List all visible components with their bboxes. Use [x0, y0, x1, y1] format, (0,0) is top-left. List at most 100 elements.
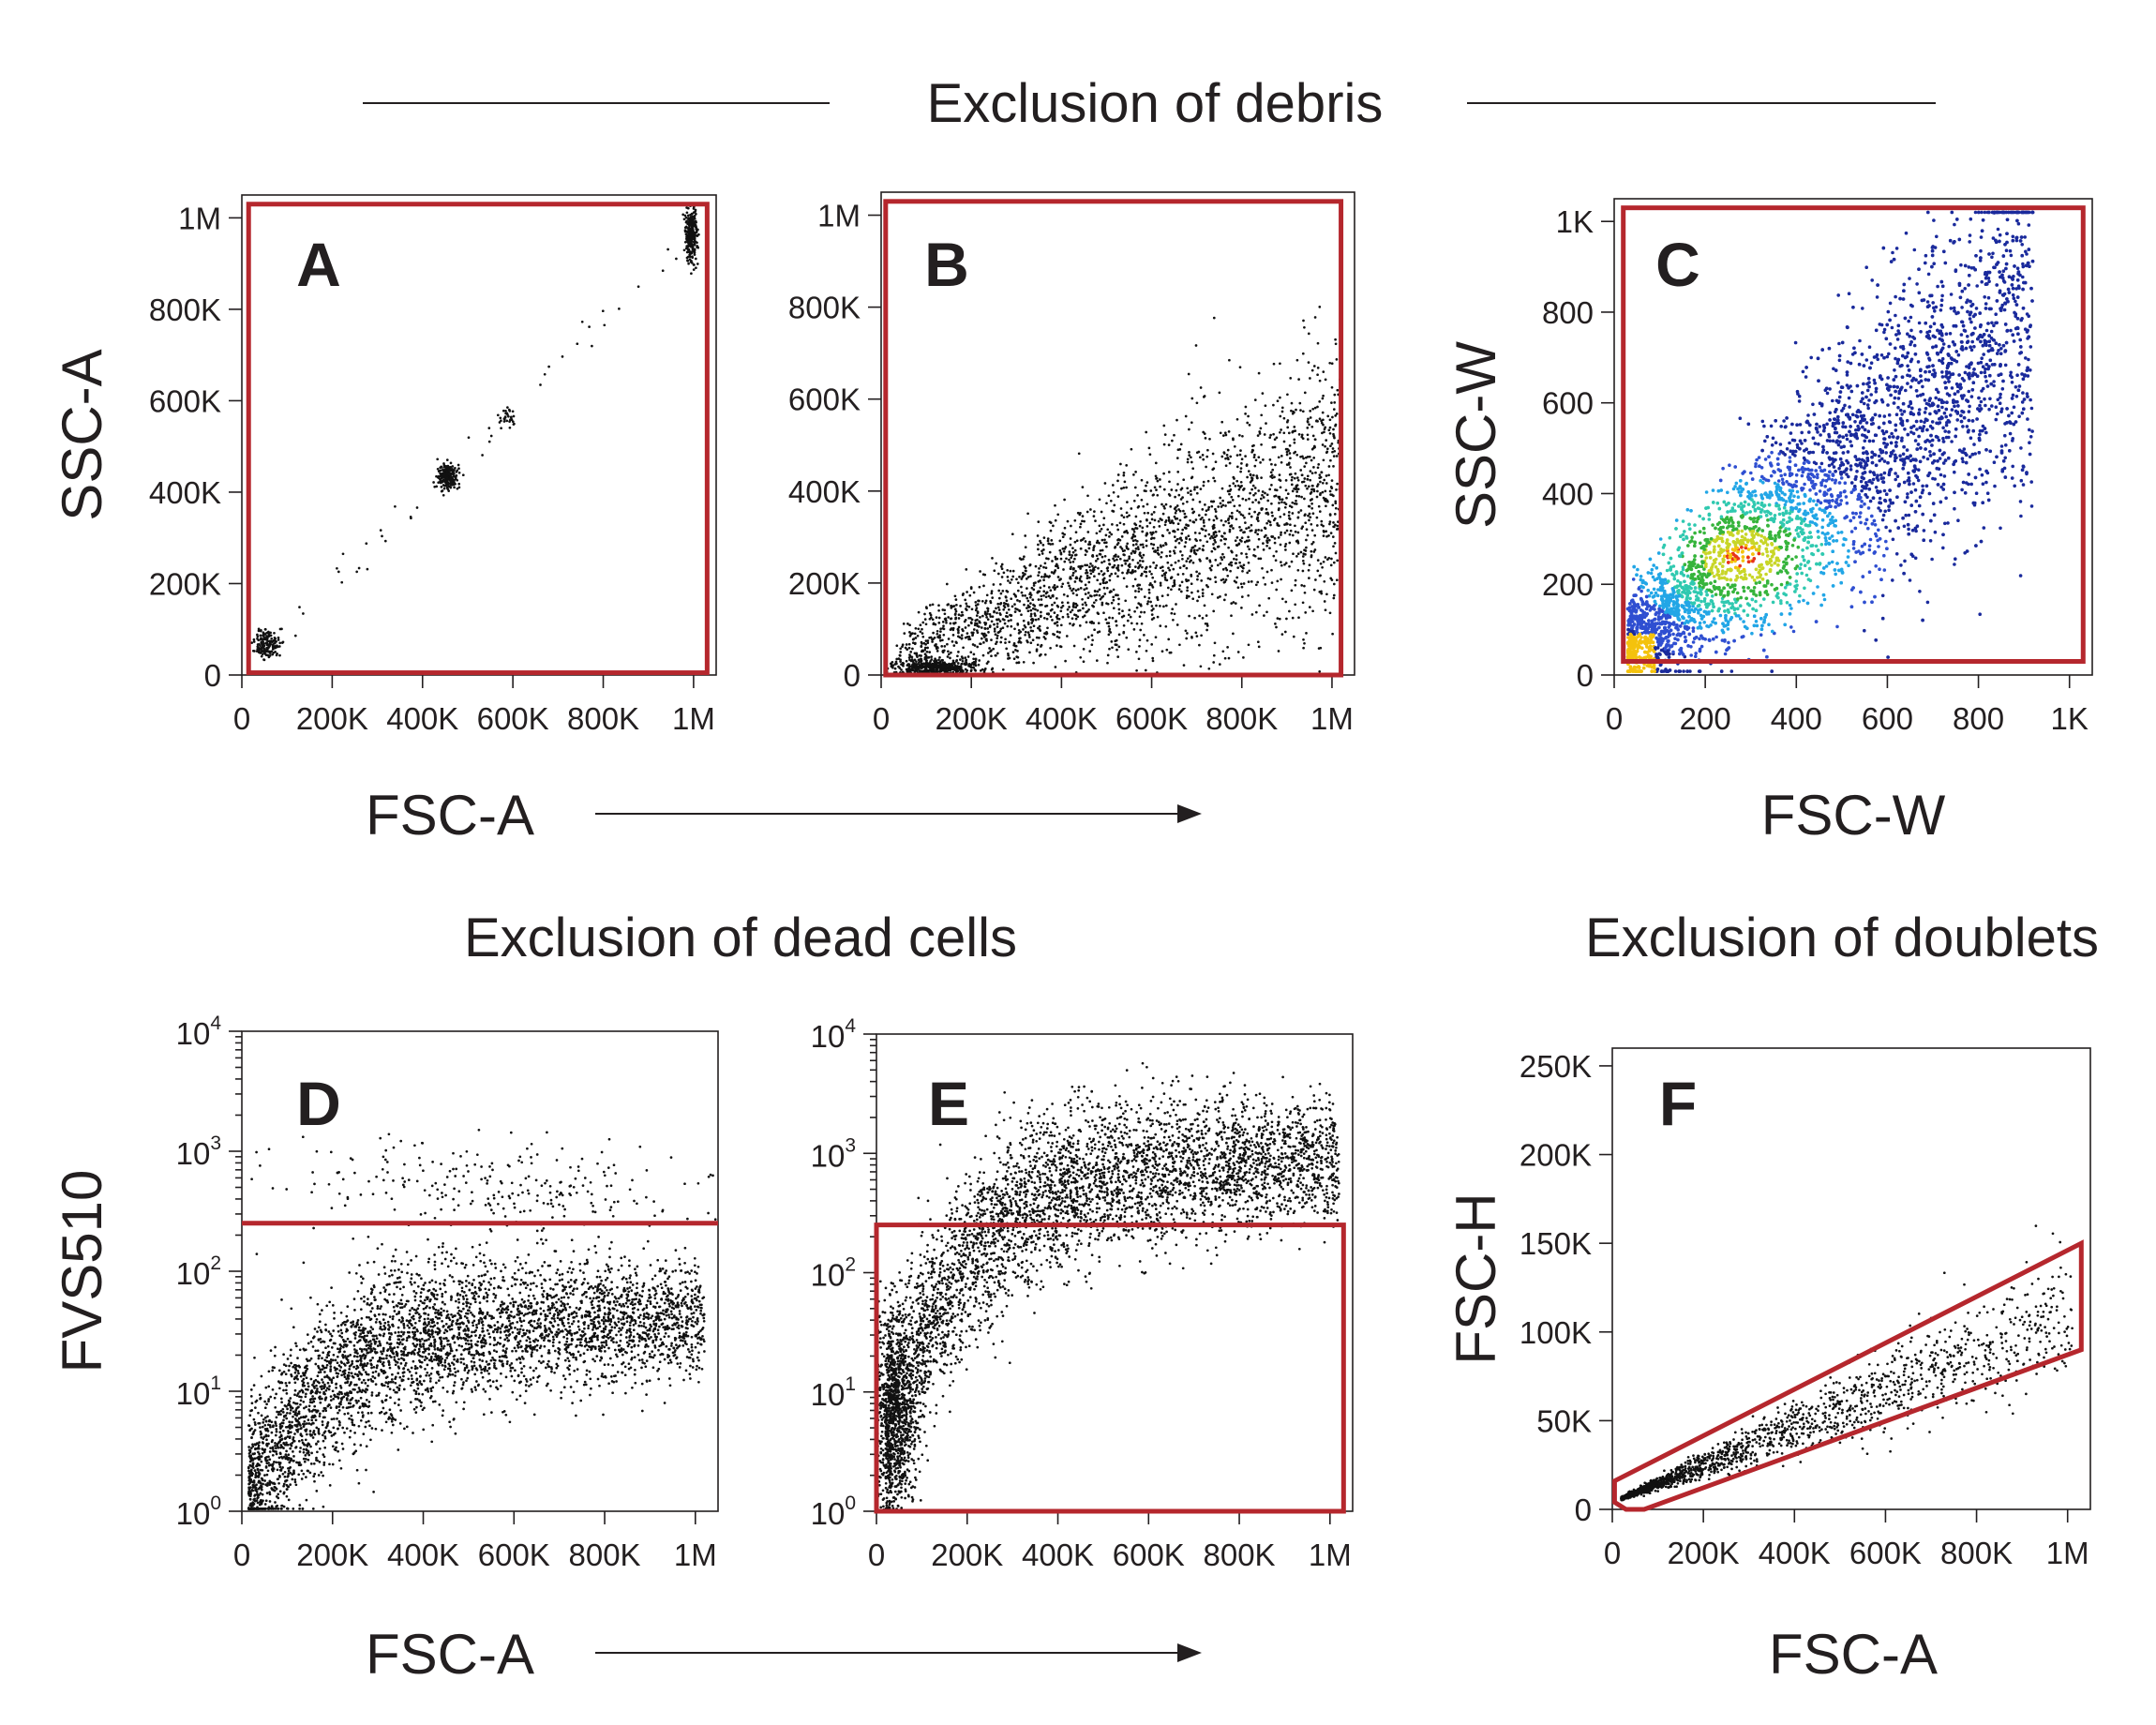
event-dot	[1010, 625, 1012, 628]
event-dot	[1152, 562, 1155, 564]
event-dot	[272, 644, 275, 647]
event-dot	[1233, 477, 1235, 480]
event-dot	[1099, 530, 1101, 532]
event-dot	[1115, 524, 1118, 527]
event-dot	[1168, 471, 1171, 473]
event-dot	[1119, 521, 1122, 524]
event-dot	[1291, 502, 1294, 504]
event-dot	[448, 473, 451, 476]
event-dot	[1301, 473, 1304, 476]
event-dot	[446, 458, 449, 461]
event-dot	[1028, 634, 1031, 637]
event-dot	[1331, 386, 1334, 389]
event-dot	[1302, 570, 1305, 573]
event-dot	[456, 479, 458, 482]
event-dot	[1318, 476, 1321, 479]
event-dot	[1128, 555, 1130, 558]
event-dot	[1224, 593, 1227, 596]
event-dot	[1286, 393, 1289, 396]
event-dot	[1227, 458, 1230, 460]
event-dot	[1167, 567, 1170, 570]
event-dot	[453, 472, 456, 475]
event-dot	[1205, 514, 1207, 517]
event-dot	[1164, 577, 1167, 579]
event-dot	[1050, 539, 1053, 542]
event-dot	[1318, 400, 1321, 403]
event-dot	[942, 634, 945, 637]
event-dot	[1243, 563, 1246, 566]
event-dot	[1236, 509, 1239, 512]
event-dot	[355, 571, 358, 574]
event-dot	[1225, 464, 1228, 467]
event-dot	[1271, 473, 1274, 476]
event-dot	[267, 651, 270, 653]
event-dot	[687, 262, 690, 265]
event-dot	[1035, 619, 1038, 622]
event-dot	[952, 644, 955, 647]
event-dot	[1325, 530, 1327, 532]
event-dot	[442, 476, 445, 479]
event-dot	[1179, 550, 1182, 553]
event-dot	[1068, 559, 1071, 562]
event-dot	[1305, 547, 1308, 549]
event-dot	[1104, 555, 1107, 558]
event-dot	[1067, 520, 1070, 523]
event-dot	[1263, 577, 1265, 579]
event-dot	[272, 648, 275, 651]
event-dot	[1204, 395, 1206, 398]
event-dot	[1099, 524, 1101, 527]
event-dot	[991, 557, 994, 560]
event-dot	[1048, 586, 1051, 589]
event-dot	[1030, 622, 1033, 624]
event-dot	[689, 214, 692, 217]
event-dot	[1303, 562, 1306, 565]
event-dot	[1169, 505, 1172, 508]
event-dot	[1249, 492, 1251, 495]
event-dot	[1145, 431, 1147, 434]
event-dot	[1224, 458, 1227, 460]
event-dot	[1332, 535, 1335, 538]
event-dot	[965, 602, 967, 605]
event-dot	[1058, 540, 1061, 543]
event-dot	[1333, 401, 1336, 404]
event-dot	[1188, 534, 1190, 537]
event-dot	[1215, 515, 1218, 518]
event-dot	[1118, 634, 1121, 637]
event-dot	[921, 636, 924, 638]
event-dot	[1108, 634, 1111, 637]
event-dot	[1202, 545, 1205, 548]
event-dot	[281, 641, 284, 644]
event-dot	[1167, 517, 1170, 519]
event-dot	[1154, 505, 1157, 508]
event-dot	[1172, 619, 1175, 622]
event-dot	[940, 645, 943, 648]
event-dot	[1243, 582, 1246, 585]
event-dot	[997, 606, 1000, 608]
event-dot	[1254, 398, 1257, 401]
event-dot	[1027, 609, 1030, 612]
event-dot	[1119, 558, 1122, 561]
event-dot	[1006, 625, 1009, 628]
event-dot	[1287, 492, 1290, 495]
event-dot	[685, 226, 688, 229]
event-dot	[1223, 543, 1226, 546]
title-debris: Exclusion of debris	[927, 73, 1384, 134]
event-dot	[266, 638, 269, 641]
event-dot	[1176, 457, 1179, 459]
event-dot	[1073, 519, 1076, 522]
event-dot	[1079, 624, 1082, 627]
event-dot	[1148, 570, 1151, 573]
event-dot	[1093, 628, 1096, 631]
event-dot	[1023, 661, 1026, 664]
event-dot	[1244, 412, 1247, 415]
event-dot	[1013, 603, 1016, 606]
event-dot	[1223, 599, 1226, 602]
event-dot	[1253, 465, 1256, 468]
event-dot	[1050, 615, 1053, 618]
event-dot	[1054, 556, 1056, 559]
event-dot	[976, 646, 979, 649]
event-dot	[1331, 504, 1334, 507]
event-dot	[1190, 489, 1192, 492]
y-tick-label: 1M	[817, 199, 861, 233]
event-dot	[432, 481, 435, 484]
